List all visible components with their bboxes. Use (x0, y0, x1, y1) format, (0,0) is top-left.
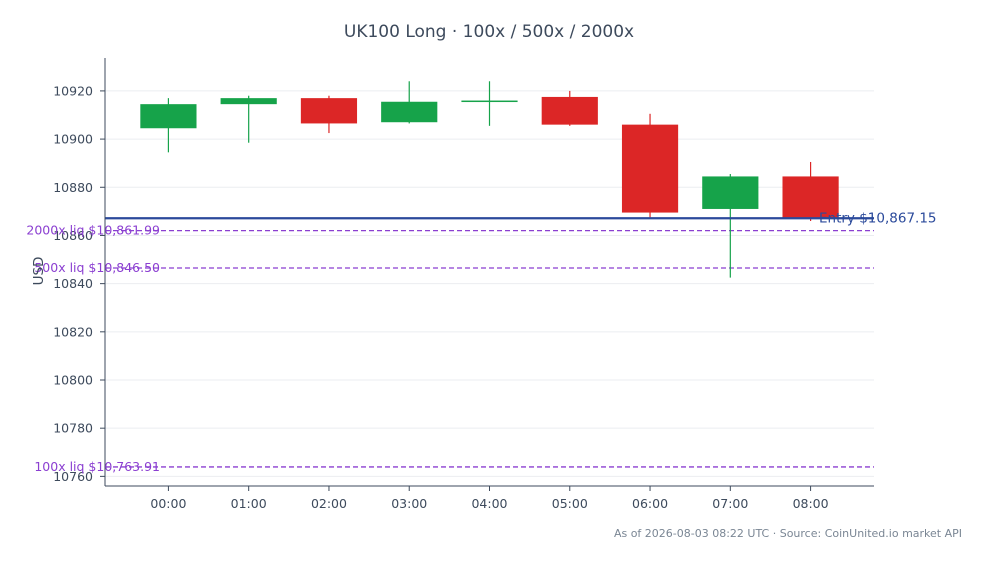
entry-label: Entry $10,867.15 (819, 211, 937, 227)
entry-line-group: Entry $10,867.15 (105, 211, 937, 227)
y-tick-label: 10800 (53, 373, 93, 388)
x-tick-label: 06:00 (632, 496, 668, 511)
x-tick-label: 05:00 (552, 496, 588, 511)
y-tick-label: 10780 (53, 421, 93, 436)
y-tick-label: 10820 (53, 324, 93, 339)
x-axis-ticks: 00:00 01:00 02:00 03:00 04:00 05:00 06:00 07:00… (150, 486, 829, 511)
x-tick-label: 03:00 (391, 496, 427, 511)
candle-body (782, 176, 839, 219)
x-tick-label: 00:00 (150, 496, 186, 511)
candles (140, 81, 839, 278)
y-tick-label: 10900 (53, 132, 93, 147)
liquidation-label: 2000x liq $10,861.99 (26, 223, 160, 238)
x-tick-label: 08:00 (793, 496, 829, 511)
chart-footer: As of 2026-08-03 08:22 UTC · Source: Coi… (614, 527, 962, 540)
candle-body (541, 96, 598, 125)
candle-body (702, 176, 759, 209)
candle-body (381, 101, 438, 123)
y-tick-label: 10840 (53, 276, 93, 291)
y-axis-label: USD (31, 257, 47, 286)
y-tick-label: 10760 (53, 469, 93, 484)
candle-body (461, 100, 518, 103)
y-tick-label: 10880 (53, 180, 93, 195)
candle-body (220, 98, 277, 105)
candle-body (621, 124, 679, 213)
x-tick-label: 01:00 (231, 496, 267, 511)
x-tick-label: 02:00 (311, 496, 347, 511)
x-tick-label: 04:00 (471, 496, 507, 511)
y-tick-label: 10860 (53, 228, 93, 243)
candle-body (300, 98, 358, 124)
x-tick-label: 07:00 (712, 496, 748, 511)
liquidation-label: 500x liq $10,846.50 (34, 260, 160, 275)
liquidation-lines (105, 230, 874, 468)
y-tick-label: 10920 (53, 83, 93, 98)
grid-lines (105, 90, 874, 477)
liquidation-label: 100x liq $10,763.91 (34, 459, 160, 474)
y-axis-ticks: 10760 10780 10800 10820 10840 10860 10880 10900… (53, 83, 105, 484)
chart-title: UK100 Long · 100x / 500x / 2000x (344, 22, 634, 42)
candle-body (140, 104, 197, 129)
